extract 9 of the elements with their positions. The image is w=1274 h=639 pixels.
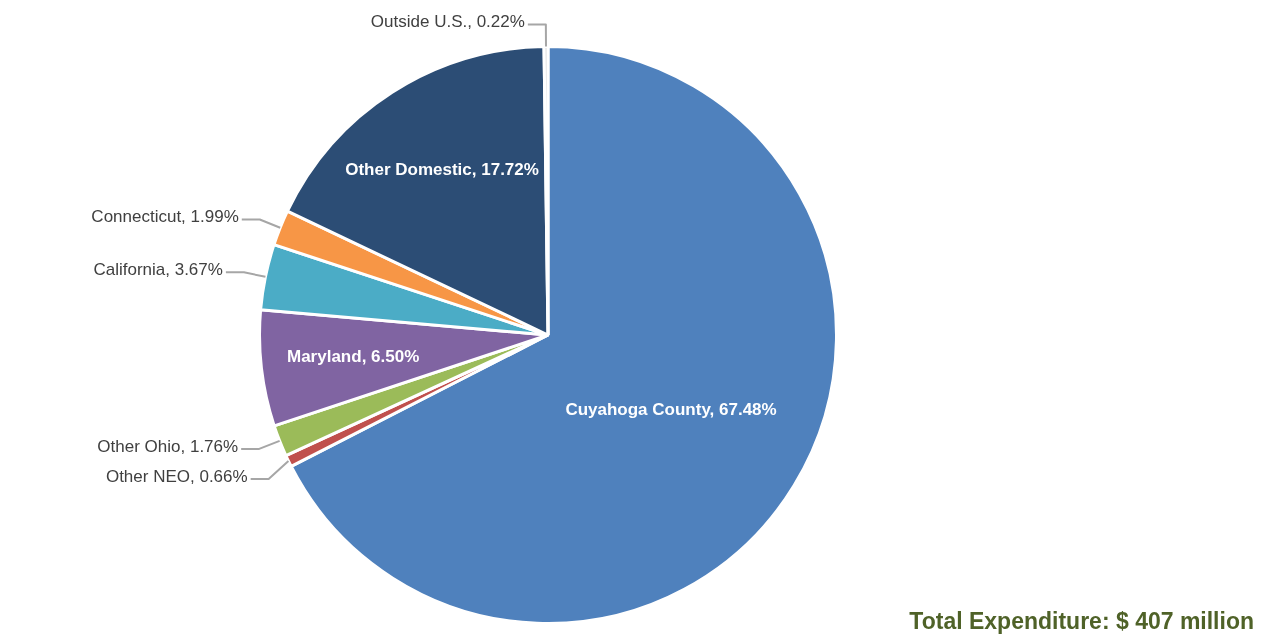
slice-label: California, 3.67%	[93, 260, 223, 280]
slice-label: Other Domestic, 17.72%	[345, 159, 539, 179]
slice-label: Other NEO, 0.66%	[105, 466, 248, 486]
slice-label: Other Ohio, 1.76%	[97, 436, 239, 456]
slice-label: Outside U.S., 0.22%	[370, 12, 525, 32]
slice-label: Connecticut, 1.99%	[91, 207, 239, 227]
slice-label: Cuyahoga County, 67.48%	[565, 399, 777, 419]
slice-label: Maryland, 6.50%	[287, 347, 420, 367]
text: Total Expenditure: $ 407 million	[909, 608, 1254, 635]
